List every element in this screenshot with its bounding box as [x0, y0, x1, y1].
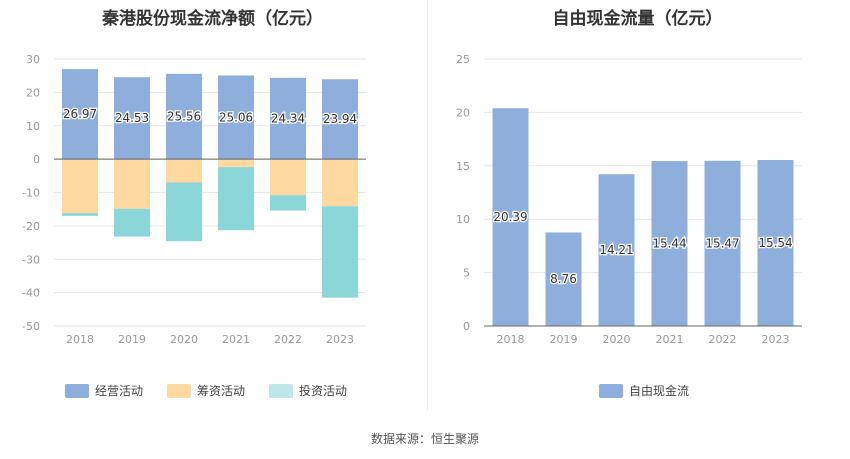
right-x-tick-label: 2023	[762, 333, 790, 346]
left-bar-筹资活动	[322, 159, 358, 207]
right-bar-自由现金流	[545, 232, 582, 326]
left-bar-筹资活动	[218, 159, 254, 168]
left-bar-投资活动	[322, 206, 358, 298]
right-bar-自由现金流	[651, 161, 688, 326]
left-x-tick-label: 2022	[274, 333, 302, 346]
left-x-tick-label: 2018	[66, 333, 94, 346]
right-bar-自由现金流	[757, 160, 794, 326]
left-y-tick-label: 20	[26, 86, 40, 99]
right-bar-自由现金流	[704, 160, 741, 326]
left-x-tick-label: 2023	[326, 333, 354, 346]
left-legend-swatch	[167, 384, 191, 398]
right-legend-swatch	[599, 384, 623, 398]
right-y-tick-label: 25	[456, 53, 470, 66]
left-bar-投资活动	[270, 195, 306, 211]
left-legend-label: 投资活动	[299, 383, 347, 398]
right-chart-title: 自由现金流量（亿元）	[552, 9, 723, 29]
right-data-label: 15.54	[758, 236, 792, 250]
left-bar-筹资活动	[62, 159, 98, 214]
left-bar-经营活动	[114, 77, 150, 160]
right-y-tick-label: 15	[456, 160, 470, 173]
left-y-tick-label: -10	[22, 187, 40, 200]
right-data-label: 20.39	[493, 210, 527, 224]
right-bar-自由现金流	[492, 108, 529, 326]
left-legend-swatch	[65, 384, 89, 398]
left-chart-title: 秦港股份现金流净额（亿元）	[102, 9, 323, 29]
left-bar-经营活动	[218, 75, 254, 160]
left-legend-label: 经营活动	[95, 384, 143, 398]
left-data-label: 23.94	[323, 112, 357, 126]
left-x-tick-label: 2020	[170, 333, 198, 346]
left-bar-投资活动	[114, 208, 150, 237]
right-data-label: 15.47	[705, 236, 739, 250]
left-bar-投资活动	[218, 167, 254, 231]
left-y-tick-label: -30	[22, 253, 40, 266]
left-data-label: 25.56	[167, 109, 201, 123]
left-bar-经营活动	[166, 73, 202, 160]
left-y-tick-label: 0	[33, 153, 40, 166]
right-y-tick-label: 20	[456, 106, 470, 119]
left-data-label: 24.34	[271, 112, 305, 126]
chart-divider	[427, 0, 428, 410]
right-x-tick-label: 2022	[709, 333, 737, 346]
left-bar-投资活动	[62, 213, 98, 216]
data-source: 数据来源：恒生聚源	[370, 432, 479, 446]
left-bar-筹资活动	[166, 159, 202, 183]
left-y-tick-label: -20	[22, 220, 40, 233]
left-y-tick-label: 30	[26, 53, 40, 66]
right-x-tick-label: 2020	[603, 333, 631, 346]
left-x-tick-label: 2019	[118, 333, 146, 346]
left-bar-经营活动	[270, 77, 306, 160]
left-bar-投资活动	[166, 182, 202, 242]
right-data-label: 14.21	[599, 243, 633, 257]
right-legend-label: 自由现金流	[629, 383, 689, 398]
left-bar-筹资活动	[270, 159, 306, 196]
left-y-tick-label: 10	[26, 120, 40, 133]
right-y-tick-label: 5	[463, 267, 470, 280]
left-legend-label: 筹资活动	[197, 384, 245, 398]
left-data-label: 24.53	[115, 111, 149, 125]
left-data-label: 25.06	[219, 110, 253, 124]
right-data-label: 15.44	[652, 237, 686, 251]
right-y-tick-label: 0	[463, 320, 470, 333]
left-bar-经营活动	[62, 69, 98, 160]
left-y-tick-label: -40	[22, 287, 40, 300]
left-data-label: 26.97	[63, 107, 97, 121]
left-bar-经营活动	[322, 79, 358, 160]
left-bar-筹资活动	[114, 159, 150, 209]
left-x-tick-label: 2021	[222, 333, 250, 346]
left-y-tick-label: -50	[22, 320, 40, 333]
free-cashflow-chart: 25 20 15 10 5 0 20.39 8.76 14.21 15.44 15.47 15.54 2…	[456, 53, 802, 398]
right-bar-自由现金流	[598, 174, 635, 326]
cashflow-net-chart: 30 20 10 0 -10 -20 -30 -40 -50 26.97 24.53 25.56 25.…	[22, 53, 366, 398]
right-x-tick-label: 2019	[550, 333, 578, 346]
right-data-label: 8.76	[550, 272, 577, 286]
right-x-tick-label: 2018	[497, 333, 525, 346]
right-x-tick-label: 2021	[656, 333, 684, 346]
right-y-tick-label: 10	[456, 213, 470, 226]
left-legend-swatch	[269, 384, 293, 398]
